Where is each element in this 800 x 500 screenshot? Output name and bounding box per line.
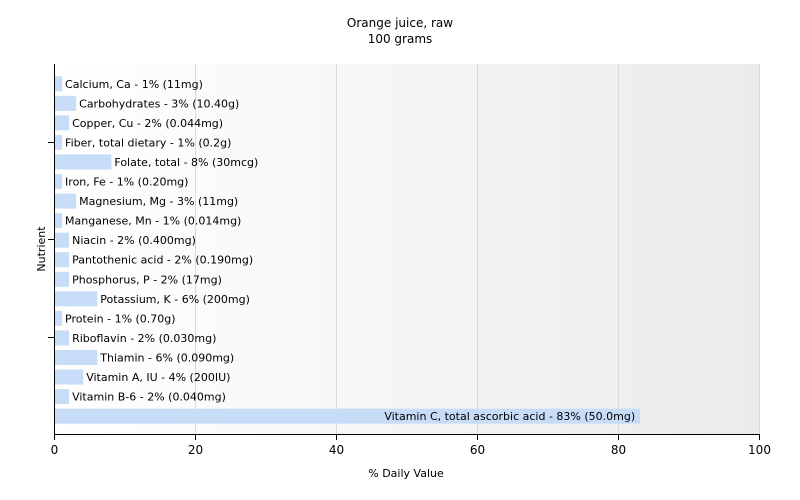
x-tick-label: 100	[748, 443, 771, 457]
bar-label: Manganese, Mn - 1% (0.014mg)	[65, 215, 241, 228]
bar	[55, 76, 63, 92]
x-tick-label: 80	[611, 443, 626, 457]
bar	[55, 232, 70, 248]
bar	[55, 154, 112, 170]
bar	[55, 271, 70, 287]
bar-label: Vitamin C, total ascorbic acid - 83% (50…	[384, 410, 635, 423]
bar-label: Magnesium, Mg - 3% (11mg)	[79, 195, 238, 208]
bar	[55, 389, 70, 405]
bar	[55, 291, 98, 307]
x-tick-label: 20	[188, 443, 203, 457]
bar	[55, 408, 641, 424]
bar	[55, 95, 77, 111]
bar-label: Protein - 1% (0.70g)	[65, 312, 176, 325]
x-axis-label: % Daily Value	[368, 467, 444, 480]
bar	[55, 310, 63, 326]
chart-title: Orange juice, raw	[346, 16, 454, 30]
bar-label: Carbohydrates - 3% (10.40g)	[79, 97, 239, 110]
bar-label: Pantothenic acid - 2% (0.190mg)	[72, 254, 253, 267]
bar-label: Riboflavin - 2% (0.030mg)	[72, 332, 216, 345]
bar-label: Calcium, Ca - 1% (11mg)	[65, 78, 203, 91]
bar-label: Folate, total - 8% (30mcg)	[114, 156, 258, 169]
bar	[55, 174, 63, 190]
bar	[55, 115, 70, 131]
x-tick-label: 0	[51, 443, 59, 457]
bar-label: Copper, Cu - 2% (0.044mg)	[72, 117, 223, 130]
bar	[55, 369, 84, 385]
axes-group: 0 20 40 60 80 100	[48, 64, 771, 457]
bar-label: Vitamin B-6 - 2% (0.040mg)	[72, 391, 226, 404]
bar	[55, 213, 63, 229]
bar	[55, 193, 77, 209]
bar-label: Thiamin - 6% (0.090mg)	[99, 351, 234, 364]
chart-subtitle: 100 grams	[367, 32, 433, 46]
bar-label: Iron, Fe - 1% (0.20mg)	[65, 176, 188, 189]
bar	[55, 349, 98, 365]
grid-lines	[195, 64, 760, 434]
bar	[55, 134, 63, 150]
bars-group: Calcium, Ca - 1% (11mg) Carbohydrates - 3…	[55, 76, 641, 424]
bar-label: Vitamin A, IU - 4% (200IU)	[86, 371, 230, 384]
bar-label: Fiber, total dietary - 1% (0.2g)	[65, 136, 231, 149]
x-tick-label: 40	[329, 443, 344, 457]
bar	[55, 330, 70, 346]
bar-label: Potassium, K - 6% (200mg)	[100, 293, 250, 306]
bar	[55, 252, 70, 268]
plot-area	[54, 64, 759, 434]
chart-title-block: Orange juice, raw 100 grams	[0, 15, 800, 47]
bar-label: Phosphorus, P - 2% (17mg)	[72, 273, 222, 286]
x-tick-label: 60	[470, 443, 485, 457]
bar-label: Niacin - 2% (0.400mg)	[72, 234, 196, 247]
y-axis-label: Nutrient	[35, 226, 48, 272]
